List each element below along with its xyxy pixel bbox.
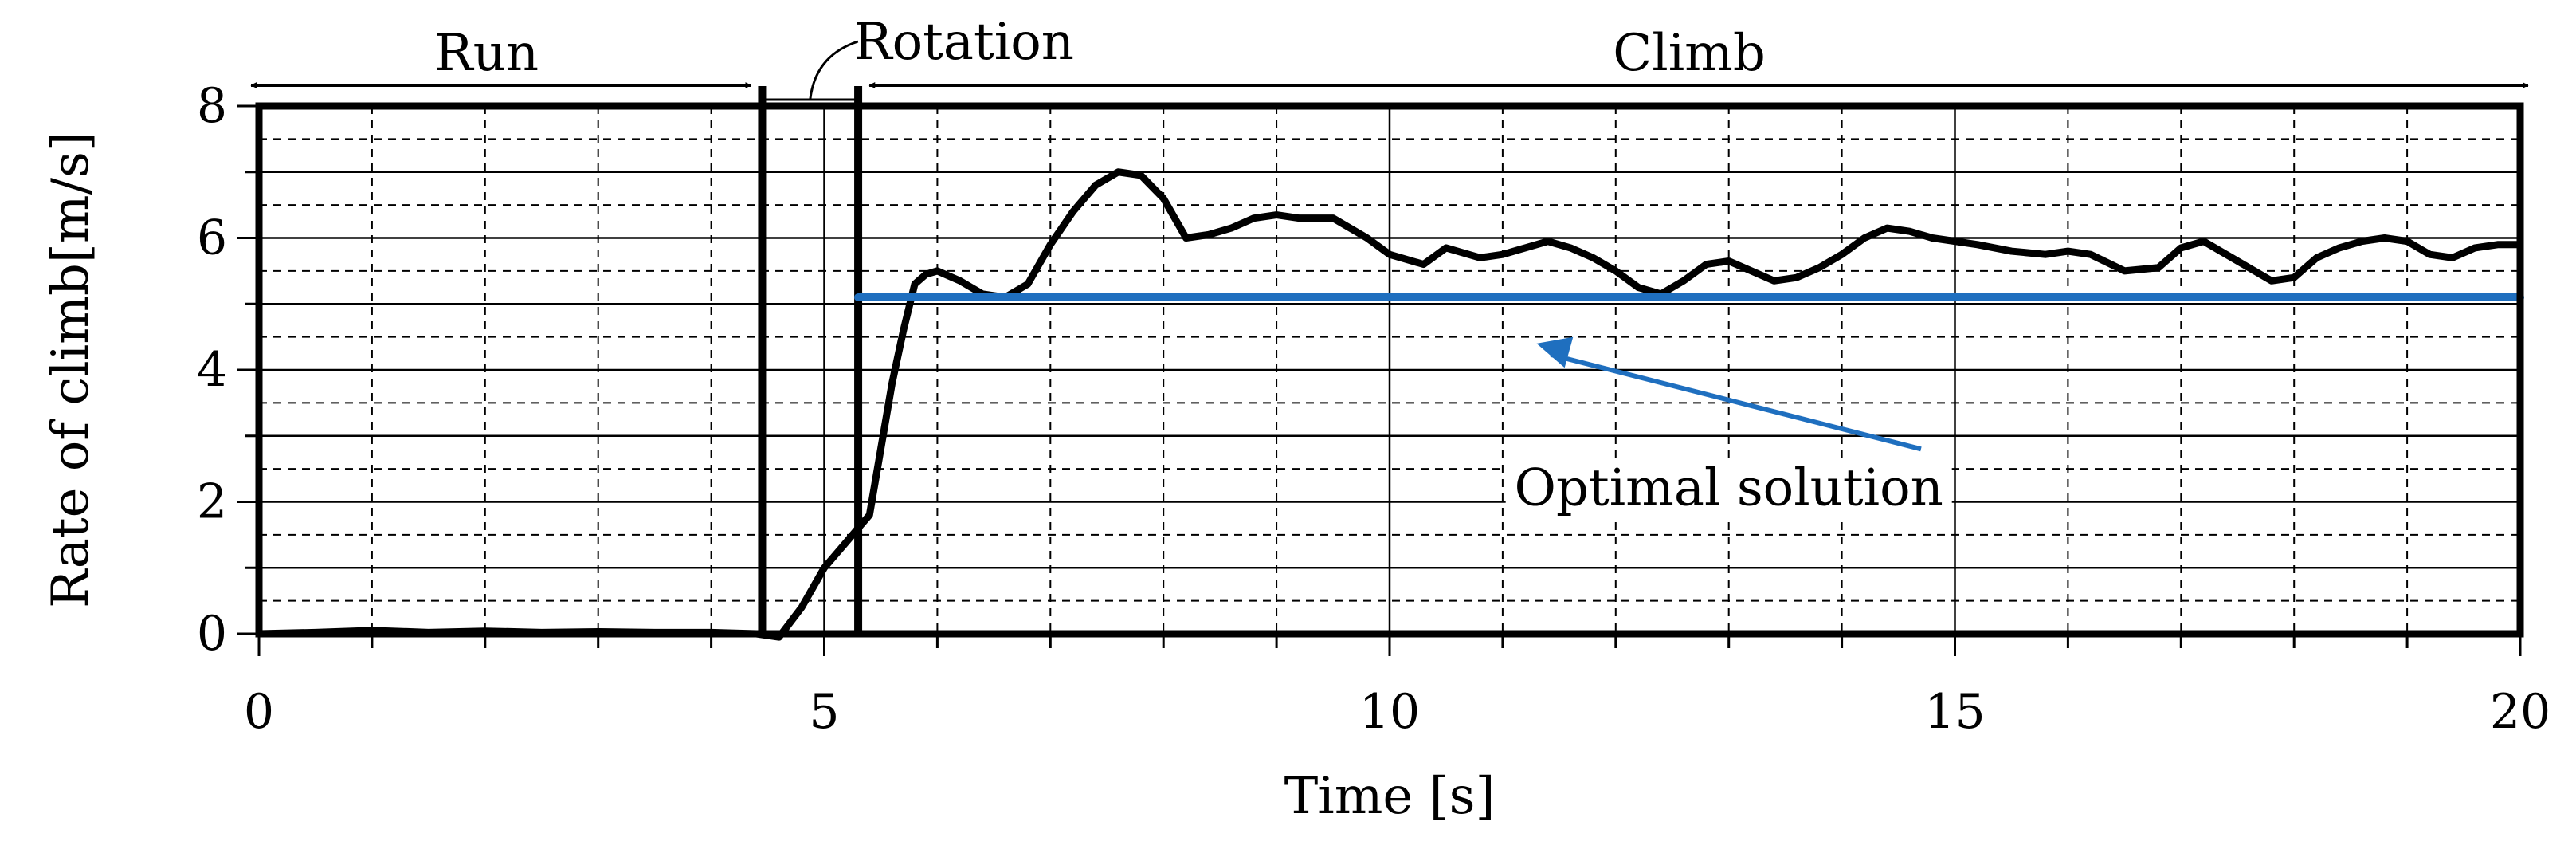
- y-tick-label: 6: [197, 210, 227, 266]
- phase-label-rotation: Rotation: [853, 13, 1074, 72]
- x-tick-label: 0: [244, 684, 274, 740]
- phase-boundaries: [758, 86, 863, 634]
- y-tick-label: 2: [197, 474, 227, 530]
- y-tick-label: 0: [197, 606, 227, 662]
- annotation-label-background: [1505, 458, 1952, 521]
- y-axis-title: Rate of climb[m/s]: [41, 132, 100, 608]
- y-tick-label: 8: [197, 78, 227, 134]
- x-tick-label: 10: [1359, 684, 1420, 740]
- annotation-arrow-head: [1536, 336, 1574, 368]
- phase-annotations: Run Rotation Climb: [250, 13, 2529, 101]
- x-tick-label: 20: [2490, 684, 2551, 740]
- y-tick-label: 4: [197, 342, 227, 398]
- grid: [259, 106, 2520, 634]
- x-axis-title: Time [s]: [1284, 767, 1496, 826]
- annotation-label-optimal-solution: Optimal solution: [1515, 459, 1943, 518]
- x-tick-label: 15: [1924, 684, 1985, 740]
- annotations: Optimal solution: [1505, 336, 1952, 521]
- x-tick-label: 5: [809, 684, 839, 740]
- annotation-arrow-shaft: [1550, 352, 1922, 452]
- phase-leader-rotation: [809, 40, 859, 100]
- series-line-rate-of-climb: [255, 168, 2524, 641]
- axis-ticks: 0 5 10 15 20 0 2 4 6 8: [197, 78, 2551, 740]
- phase-label-run: Run: [434, 24, 539, 83]
- phase-label-climb: Climb: [1613, 24, 1766, 83]
- series: [255, 168, 2524, 641]
